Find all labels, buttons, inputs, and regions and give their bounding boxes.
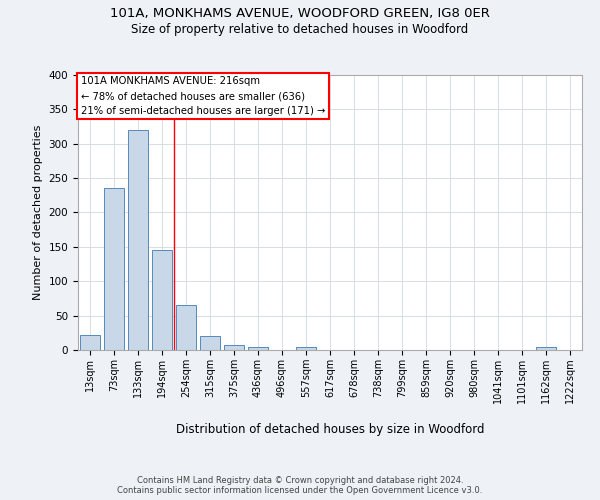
- Bar: [128, 130, 148, 350]
- Text: 101A, MONKHAMS AVENUE, WOODFORD GREEN, IG8 0ER: 101A, MONKHAMS AVENUE, WOODFORD GREEN, I…: [110, 8, 490, 20]
- Bar: [248, 346, 268, 350]
- Text: 101A MONKHAMS AVENUE: 216sqm
← 78% of detached houses are smaller (636)
21% of s: 101A MONKHAMS AVENUE: 216sqm ← 78% of de…: [81, 76, 325, 116]
- Text: Size of property relative to detached houses in Woodford: Size of property relative to detached ho…: [131, 22, 469, 36]
- Bar: [104, 188, 124, 350]
- Bar: [536, 346, 556, 350]
- Text: Distribution of detached houses by size in Woodford: Distribution of detached houses by size …: [176, 422, 484, 436]
- Y-axis label: Number of detached properties: Number of detached properties: [33, 125, 43, 300]
- Bar: [176, 306, 196, 350]
- Bar: [80, 335, 100, 350]
- Bar: [152, 250, 172, 350]
- Bar: [296, 346, 316, 350]
- Bar: [224, 344, 244, 350]
- Bar: [200, 336, 220, 350]
- Text: Contains HM Land Registry data © Crown copyright and database right 2024.
Contai: Contains HM Land Registry data © Crown c…: [118, 476, 482, 495]
